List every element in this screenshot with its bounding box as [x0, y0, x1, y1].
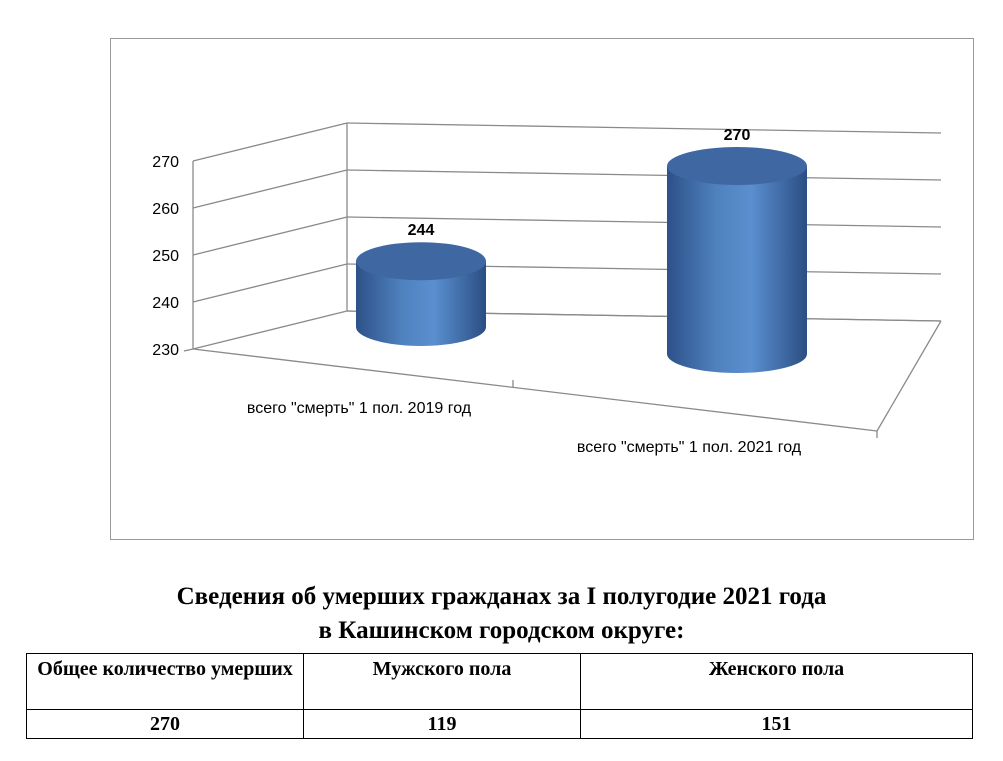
table-row: 270 119 151 — [26, 709, 973, 739]
chart-frame: 230 240 250 260 270 244 270 всего "смерть" 1 по… — [110, 38, 974, 540]
cell-male: 119 — [303, 709, 581, 739]
left-wall-gridline — [192, 169, 348, 209]
left-wall-gridline — [192, 310, 348, 350]
back-wall-gridline — [346, 216, 942, 228]
back-wall-gridline — [346, 122, 942, 134]
left-wall-gridline — [192, 263, 348, 303]
y-tick-label: 260 — [152, 201, 179, 218]
floor-front-edge — [192, 348, 878, 432]
floor-right-edge — [876, 320, 942, 432]
left-wall-gridline — [192, 122, 348, 162]
page-heading: Сведения об умерших гражданах за I полуг… — [0, 580, 1003, 648]
bar-body — [356, 261, 486, 346]
x-category-label: всего "смерть" 1 пол. 2019 год — [247, 400, 472, 417]
y-tick-label: 250 — [152, 248, 179, 265]
y-axis-stub — [183, 348, 194, 352]
data-label: 244 — [408, 222, 435, 239]
header-total: Общее количество умерших — [26, 653, 304, 710]
header-female: Женского пола — [580, 653, 973, 710]
y-tick-label: 240 — [152, 295, 179, 312]
heading-line-1: Сведения об умерших гражданах за I полуг… — [176, 583, 827, 610]
back-wall-gridline — [346, 169, 942, 181]
cell-female: 151 — [580, 709, 973, 739]
header-male: Мужского пола — [303, 653, 581, 710]
y-tick-label: 230 — [152, 342, 179, 359]
table-header-row: Общее количество умерших Мужского пола Ж… — [26, 653, 973, 710]
heading-line-2: в Кашинском городском округе: — [318, 617, 685, 644]
left-wall-gridline — [192, 216, 348, 256]
deaths-table: Общее количество умерших Мужского пола Ж… — [26, 653, 973, 739]
y-tick-label: 270 — [152, 154, 179, 171]
bar-top — [667, 147, 807, 185]
bar-body — [667, 166, 807, 373]
x-category-label: всего "смерть" 1 пол. 2021 год — [577, 439, 802, 456]
data-label: 270 — [724, 127, 751, 144]
cylinder-bar-chart: 230 240 250 260 270 244 270 всего "смерть" 1 по… — [152, 122, 942, 456]
cell-total: 270 — [26, 709, 304, 739]
bar-top — [356, 242, 486, 281]
